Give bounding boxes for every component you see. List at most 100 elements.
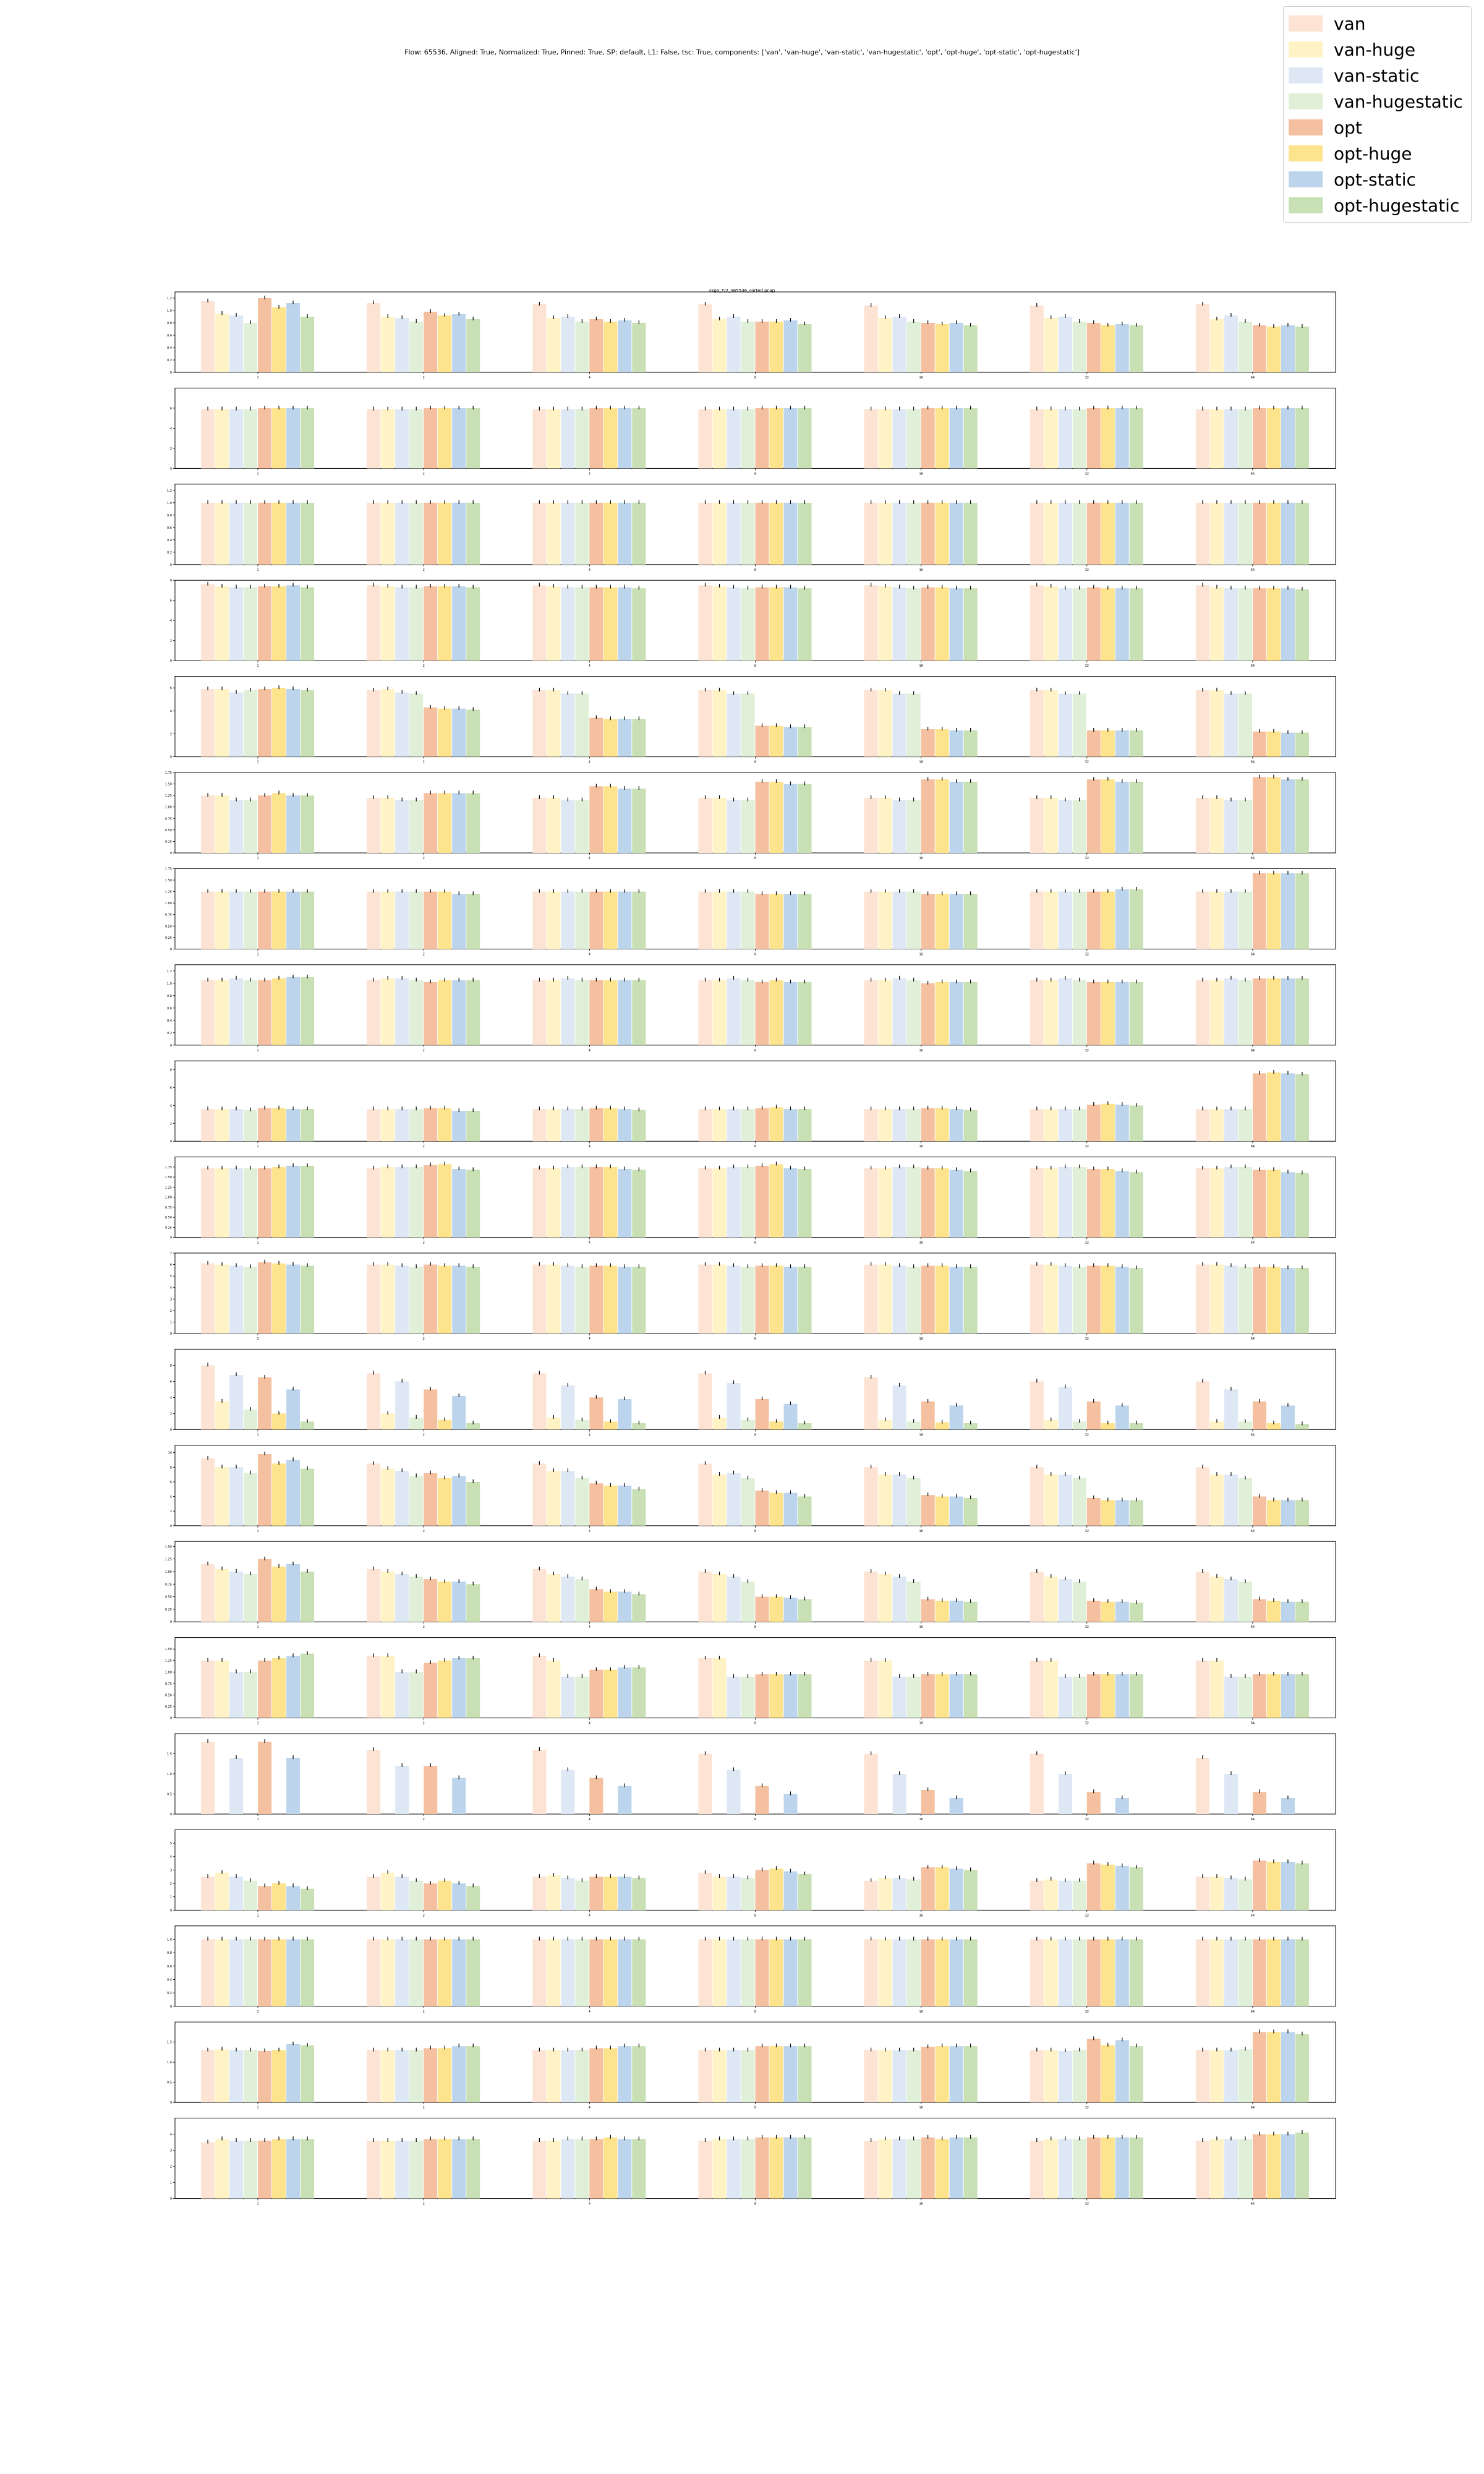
bar [532,1463,547,1526]
bar [452,1778,466,1814]
bar [229,1375,244,1430]
panel: 0 2 4 6 8 1 2 4 8 16 32 64 [170,579,1336,668]
bar [1129,1172,1143,1238]
legend-swatch [1289,41,1323,58]
bar [1295,1424,1309,1430]
bar [438,1419,452,1430]
bar [286,1264,301,1333]
bar [1129,982,1143,1045]
bar [963,982,978,1045]
bar [1044,891,1058,949]
bar [741,2139,755,2199]
y-tick-label: 0.2 [167,1032,172,1035]
bar [1101,1423,1115,1430]
bar [1209,797,1224,853]
bar [452,708,466,757]
bar [1115,1171,1129,1238]
x-tick-label: 64 [1251,857,1255,860]
bar [381,2141,395,2199]
bar [698,585,712,661]
bar [229,1877,244,1911]
bar [215,891,229,949]
x-tick-label: 2 [423,1914,425,1917]
bar [466,502,480,565]
panel: 0 0.2 0.4 0.6 0.8 1.0 1.2 1 2 4 8 16 32 64 [167,291,1336,380]
bar [1252,1599,1266,1622]
bar [1030,1168,1044,1238]
bar [244,587,258,661]
bar [1129,325,1143,372]
bar [424,312,438,372]
x-tick-label: 2 [423,376,425,380]
bar [755,2137,769,2199]
x-tick-label: 64 [1251,1625,1255,1629]
bar [1072,1267,1086,1333]
bar [589,786,603,853]
x-tick-label: 32 [1085,1433,1089,1437]
bar [892,978,906,1045]
bar [424,891,438,949]
bar [632,789,646,853]
bar [201,2142,215,2199]
bar [409,980,424,1045]
bar [698,1939,712,2006]
legend-swatch [1289,171,1323,187]
y-tick-label: 2 [170,447,172,451]
bar [741,1419,755,1430]
bar [575,1676,589,1718]
bar [712,502,727,565]
bar [1281,1674,1295,1718]
bar [452,980,466,1045]
bar [1030,306,1044,372]
x-tick-label: 64 [1251,1241,1255,1245]
bar [1101,325,1115,372]
bar [575,1579,589,1622]
bar [286,2044,301,2103]
bar [798,894,812,949]
legend-label: opt-huge [1334,143,1412,164]
bar [438,1939,452,2006]
bar [1129,1500,1143,1526]
bar [561,587,575,661]
bar [949,1601,963,1622]
x-tick-label: 16 [919,1433,923,1437]
subplot-title: skgo_T/2_n65536_sorted.pcap [709,288,775,293]
bar [547,1875,561,1911]
bar [395,978,409,1045]
bar [1101,1601,1115,1622]
bar [755,1674,769,1718]
bar [1086,1497,1101,1526]
bar [1101,982,1115,1045]
bar [424,1165,438,1238]
bar [618,1485,632,1526]
y-tick-label: 3 [170,1868,172,1872]
bar [395,1109,409,1142]
bar [921,1867,935,1911]
bar [452,793,466,853]
bar [698,502,712,565]
bar [1266,1267,1281,1333]
bar [424,1766,438,1814]
bar [632,1423,646,1430]
bar [1072,502,1086,565]
x-tick-label: 64 [1251,1530,1255,1533]
bar [201,1660,215,1718]
bar [466,1111,480,1142]
legend-label: van-huge [1334,39,1416,60]
y-tick-label: 1.0 [167,502,172,505]
y-tick-label: 0.2 [167,551,172,555]
bar [1195,585,1209,661]
bar [741,891,755,949]
x-tick-label: 4 [589,1530,591,1533]
bar [632,980,646,1045]
bar [632,2046,646,2103]
bar [1058,1166,1072,1238]
bar [1030,1880,1044,1911]
bar [1238,1676,1252,1718]
bar [286,1389,301,1430]
bar [286,408,301,469]
bar [1252,1401,1266,1430]
bar [272,2050,286,2103]
x-tick-label: 32 [1085,1049,1089,1053]
y-tick-label: 1.25 [165,1186,172,1189]
